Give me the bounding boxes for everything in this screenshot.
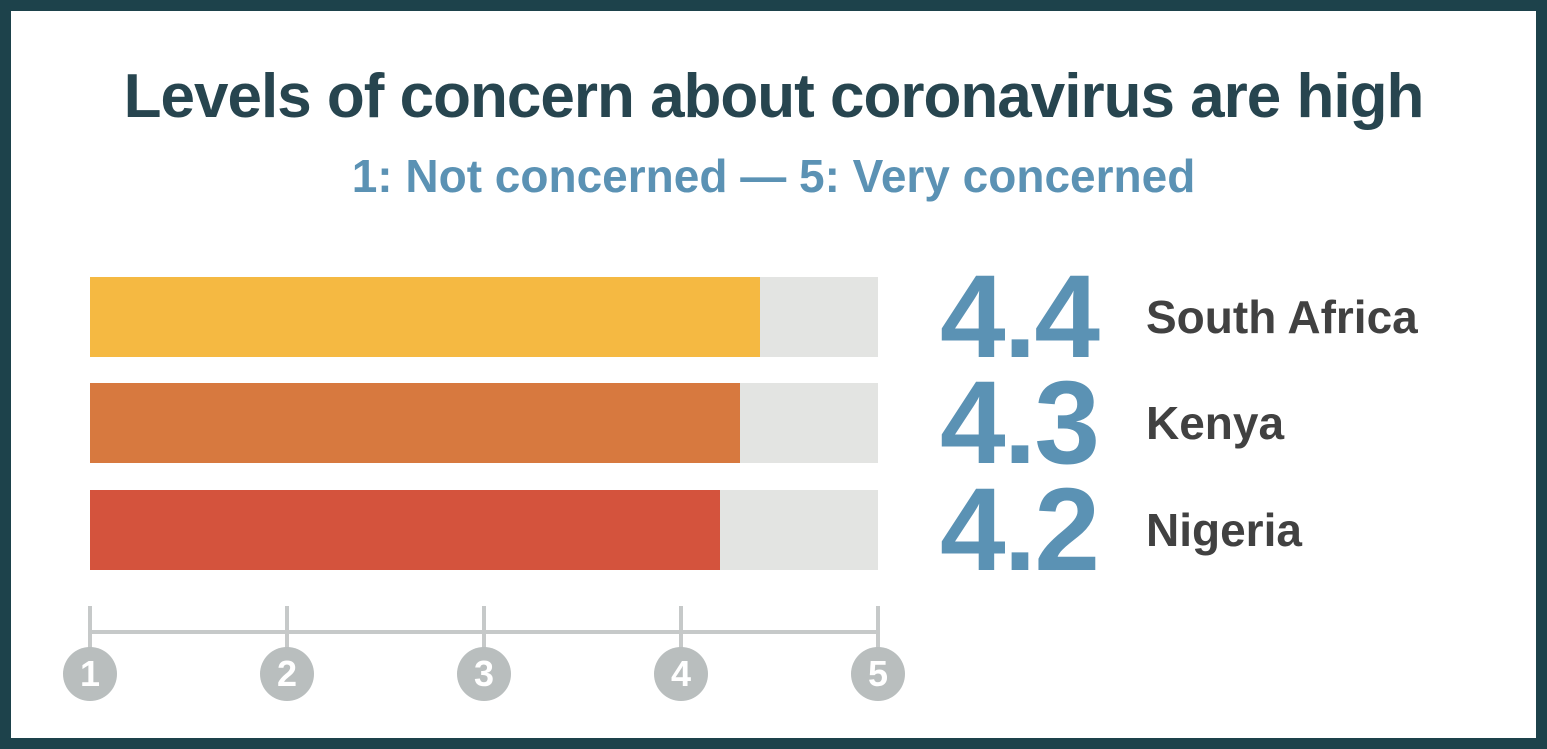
- bar-fill-nigeria: [90, 490, 721, 570]
- bar-fill-kenya: [90, 383, 741, 463]
- axis-tick-mark: [88, 606, 92, 648]
- axis-tick-label: 2: [260, 647, 314, 701]
- country-label: South Africa: [1146, 291, 1418, 343]
- page-title: Levels of concern about coronavirus are …: [123, 62, 1425, 131]
- axis-tick-mark: [285, 606, 289, 648]
- country-label: Nigeria: [1146, 504, 1302, 556]
- bar-track: [90, 383, 878, 463]
- value-label: 4.4: [940, 251, 1100, 383]
- value-label: 4.3: [940, 357, 1100, 489]
- axis-tick-mark: [679, 606, 683, 648]
- country-label: Kenya: [1146, 397, 1285, 449]
- bar-chart: 4.4 South Africa 4.3 Kenya 4.2 Nigeria: [11, 11, 1536, 738]
- axis-tick-label: 1: [63, 647, 117, 701]
- axis-tick-label: 5: [851, 647, 905, 701]
- value-label: 4.2: [940, 464, 1100, 596]
- axis-tick-label: 4: [654, 647, 708, 701]
- axis-tick-mark: [876, 606, 880, 648]
- bar-annotation: 4.4 South Africa: [940, 258, 1418, 376]
- page-subtitle: 1: Not concerned — 5: Very concerned: [351, 150, 1196, 202]
- bar-annotation: 4.3 Kenya: [940, 364, 1285, 482]
- bar-annotation: 4.2 Nigeria: [940, 471, 1302, 589]
- bar-fill-south-africa: [90, 277, 760, 357]
- bar-track: [90, 277, 878, 357]
- bar-track: [90, 490, 878, 570]
- axis-tick-mark: [482, 606, 486, 648]
- axis-tick-label: 3: [457, 647, 511, 701]
